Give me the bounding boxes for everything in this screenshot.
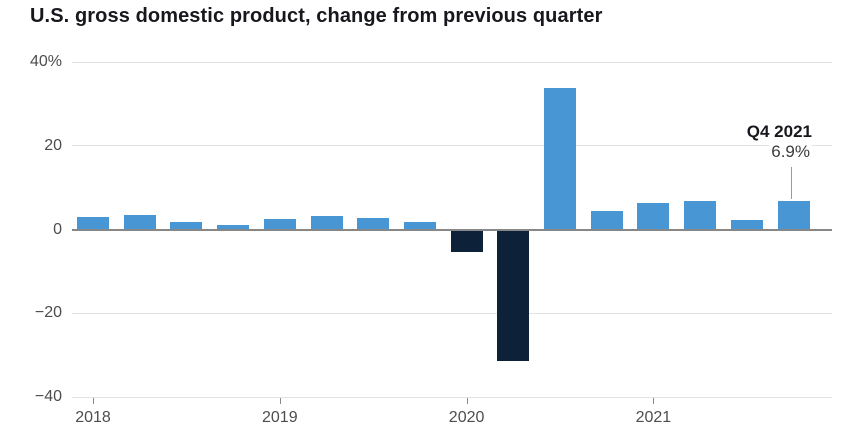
- gridline--20: [72, 312, 832, 314]
- x-axis-tick-2021: [653, 397, 655, 404]
- bar-q3-2020: [544, 87, 576, 230]
- x-axis-tick-2019: [279, 397, 281, 404]
- x-axis-label-2019: 2019: [262, 409, 298, 423]
- x-axis-label-2021: 2021: [635, 409, 672, 423]
- zero-axis-line: [72, 228, 832, 231]
- bar-q3-2019: [357, 217, 390, 230]
- annotation-value: 6.9%: [769, 142, 812, 162]
- y-axis-label-20: 20: [44, 136, 62, 154]
- bar-q1-2021: [637, 203, 670, 230]
- y-axis-label-40: 40%: [29, 53, 62, 70]
- bar-q3-2018: [170, 221, 203, 230]
- gridline-20: [72, 145, 832, 147]
- annotation-pointer-line: [790, 167, 792, 199]
- bar-q1-2020: [450, 230, 483, 252]
- x-axis-label-2018: 2018: [75, 409, 111, 423]
- bar-q1-2018: [77, 216, 109, 230]
- bar-q2-2020: [497, 230, 530, 362]
- bar-q1-2019: [263, 219, 296, 230]
- annotation-label: Q4 2021: [746, 122, 812, 141]
- chart-title: U.S. gross domestic product, change from…: [30, 5, 603, 27]
- bar-q2-2019: [310, 216, 343, 230]
- bar-q4-2019: [403, 221, 436, 230]
- bar-q2-2018: [123, 215, 156, 230]
- x-axis-label-2020: 2020: [448, 409, 485, 423]
- bar-q3-2021: [730, 219, 763, 230]
- y-axis-label--20: −20: [34, 304, 62, 322]
- annotation-q4-2021: Q4 2021 6.9%: [747, 121, 812, 162]
- y-axis-label-0: 0: [53, 220, 62, 238]
- x-axis-tick-2018: [93, 397, 94, 404]
- x-axis-tick-2020: [466, 397, 468, 404]
- y-axis-label--40: −40: [34, 388, 62, 405]
- bar-q2-2021: [684, 201, 717, 230]
- bar-q4-2021: [777, 200, 810, 230]
- gridline-40: [72, 61, 832, 63]
- gridline--40: [72, 396, 832, 398]
- bar-q4-2020: [590, 210, 623, 230]
- bar-q4-2018: [217, 224, 250, 230]
